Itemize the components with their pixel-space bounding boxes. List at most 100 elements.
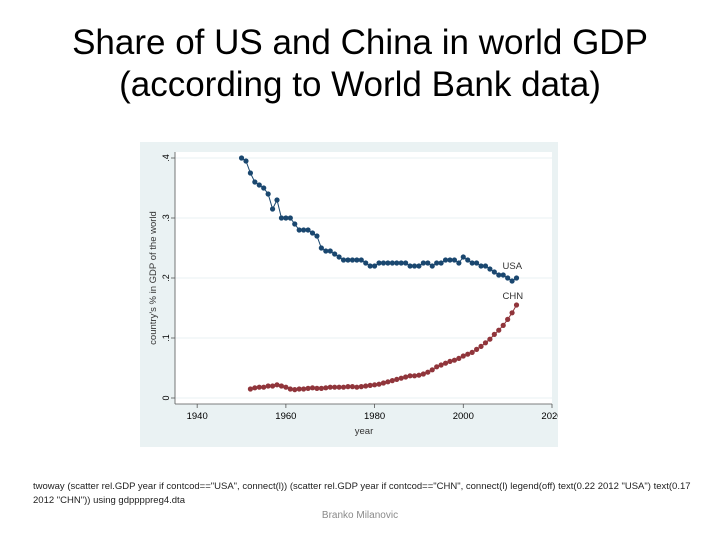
data-point-usa bbox=[327, 248, 333, 254]
data-point-usa bbox=[451, 257, 458, 263]
data-point-chn bbox=[465, 351, 471, 357]
y-tick-label: 0 bbox=[161, 395, 171, 400]
data-point-chn bbox=[349, 384, 356, 390]
title-line-2: (according to World Bank data) bbox=[119, 65, 601, 104]
data-point-usa bbox=[283, 215, 289, 221]
data-point-usa bbox=[332, 251, 338, 257]
data-point-usa bbox=[420, 260, 426, 266]
data-point-chn bbox=[500, 322, 506, 328]
data-point-usa bbox=[323, 248, 329, 254]
data-point-usa bbox=[438, 260, 444, 266]
data-point-chn bbox=[403, 374, 409, 380]
author-footer: Branko Milanovic bbox=[321, 510, 399, 521]
annotation-chn: CHN bbox=[503, 291, 524, 302]
chart-area: 0 .1 .2 .3 .4 1940 1960 1980 2000 2020 USA CHN yea… bbox=[140, 142, 563, 447]
stata-command-caption: twoway (scatter rel.GDP year if contcod=… bbox=[33, 481, 691, 506]
data-point-chn bbox=[358, 384, 364, 390]
data-point-usa bbox=[274, 197, 280, 203]
data-point-usa bbox=[265, 191, 271, 197]
data-point-usa bbox=[407, 263, 413, 269]
data-point-usa bbox=[496, 272, 502, 278]
data-point-usa bbox=[394, 260, 400, 266]
slide-title: Share of US and China in world GDP (acco… bbox=[40, 22, 680, 106]
data-point-chn bbox=[487, 336, 493, 342]
data-point-usa bbox=[340, 257, 347, 263]
data-point-chn bbox=[367, 382, 373, 388]
data-point-chn bbox=[496, 327, 502, 333]
data-point-usa bbox=[474, 260, 480, 266]
data-point-chn bbox=[482, 340, 489, 346]
x-tick-label: 2000 bbox=[453, 411, 474, 422]
data-point-chn bbox=[274, 382, 280, 388]
data-point-usa bbox=[500, 272, 506, 278]
data-point-usa bbox=[398, 260, 404, 266]
data-point-chn bbox=[305, 385, 311, 391]
data-point-chn bbox=[398, 375, 404, 381]
data-point-usa bbox=[287, 215, 293, 221]
data-point-usa bbox=[354, 257, 360, 263]
data-point-usa bbox=[487, 266, 493, 272]
data-point-chn bbox=[469, 349, 475, 355]
data-point-chn bbox=[269, 383, 276, 389]
data-point-chn bbox=[420, 371, 426, 377]
y-tick-label: .1 bbox=[161, 334, 171, 342]
data-point-chn bbox=[252, 385, 258, 391]
data-point-usa bbox=[243, 158, 249, 164]
annotation-usa: USA bbox=[503, 261, 523, 272]
data-point-usa bbox=[482, 263, 489, 269]
data-point-usa bbox=[296, 227, 302, 233]
data-point-chn bbox=[278, 383, 285, 389]
data-point-usa bbox=[318, 245, 324, 251]
x-tick-label: 1960 bbox=[275, 411, 296, 422]
data-point-chn bbox=[491, 331, 497, 337]
data-point-usa bbox=[256, 182, 262, 188]
y-tick-label: .4 bbox=[161, 154, 171, 162]
data-point-usa bbox=[403, 260, 409, 266]
data-point-chn bbox=[340, 384, 347, 390]
x-axis-title: year bbox=[355, 426, 373, 437]
data-point-chn bbox=[380, 380, 387, 386]
data-point-chn bbox=[434, 364, 440, 370]
data-point-usa bbox=[442, 257, 449, 263]
x-tick-label: 1940 bbox=[187, 411, 208, 422]
data-point-usa bbox=[345, 257, 351, 263]
data-point-chn bbox=[371, 382, 378, 388]
data-point-usa bbox=[314, 233, 320, 239]
data-point-usa bbox=[252, 179, 258, 185]
data-point-usa bbox=[509, 278, 515, 284]
data-point-chn bbox=[265, 383, 271, 389]
data-point-chn bbox=[318, 385, 324, 391]
data-point-usa bbox=[425, 260, 431, 266]
data-point-chn bbox=[456, 355, 462, 361]
data-point-chn bbox=[416, 372, 422, 378]
data-point-usa bbox=[465, 257, 471, 263]
data-point-usa bbox=[491, 269, 497, 275]
data-point-usa bbox=[469, 260, 475, 266]
data-point-usa bbox=[301, 227, 307, 233]
series-usa bbox=[238, 155, 520, 284]
data-point-chn bbox=[354, 384, 360, 390]
x-tick-label: 2020 bbox=[541, 411, 558, 422]
data-point-chn bbox=[314, 385, 320, 391]
data-point-usa bbox=[238, 155, 245, 161]
annotations: USA CHN bbox=[503, 261, 524, 302]
data-point-chn bbox=[292, 387, 298, 393]
data-point-usa bbox=[376, 260, 382, 266]
data-point-chn bbox=[332, 384, 338, 390]
data-point-usa bbox=[371, 263, 378, 269]
data-point-usa bbox=[309, 230, 316, 236]
data-point-usa bbox=[434, 260, 440, 266]
data-point-chn bbox=[336, 384, 342, 390]
data-point-chn bbox=[287, 386, 293, 392]
data-point-chn bbox=[442, 360, 449, 366]
data-point-chn bbox=[247, 386, 253, 392]
data-point-usa bbox=[358, 257, 364, 263]
data-point-chn bbox=[261, 384, 267, 390]
title-line-1: Share of US and China in world GDP bbox=[72, 23, 648, 62]
series bbox=[238, 155, 520, 393]
y-tick-label: .3 bbox=[161, 214, 171, 222]
data-point-chn bbox=[478, 343, 484, 349]
data-point-usa bbox=[367, 263, 373, 269]
data-point-usa bbox=[456, 260, 462, 266]
data-point-chn bbox=[425, 369, 431, 375]
